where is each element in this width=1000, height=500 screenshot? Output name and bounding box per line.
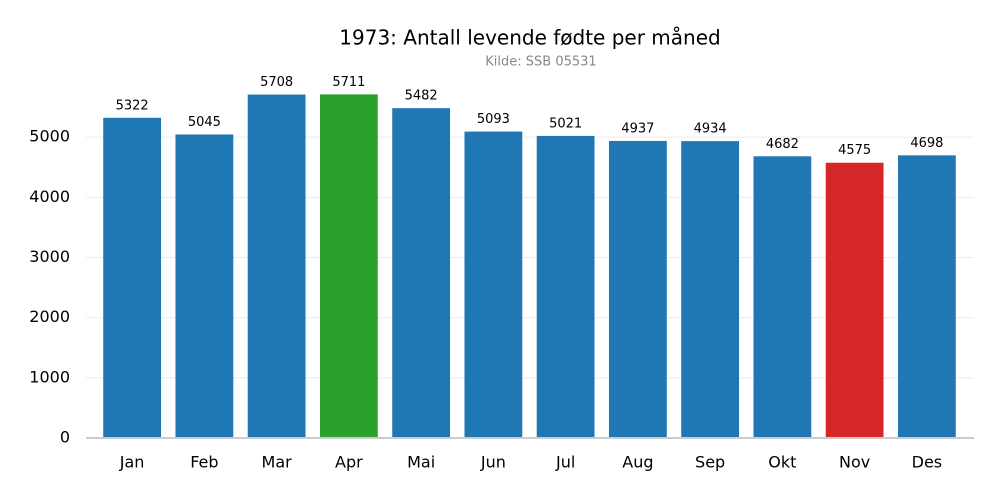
bar — [247, 94, 306, 438]
value-label: 4575 — [838, 143, 871, 158]
x-tick-label: Mar — [262, 453, 293, 472]
value-label: 4682 — [766, 137, 799, 152]
x-tick-label: Jun — [480, 453, 506, 472]
chart-title: 1973: Antall levende fødte per måned — [339, 26, 720, 50]
x-tick-label: Aug — [622, 453, 653, 472]
bar — [319, 94, 378, 438]
x-tick-label: Okt — [768, 453, 796, 472]
y-tick-label: 1000 — [29, 367, 70, 386]
value-label: 4937 — [621, 121, 654, 136]
value-label: 5021 — [549, 116, 582, 131]
bar — [897, 155, 956, 438]
value-label: 4934 — [694, 122, 727, 137]
bar — [681, 141, 740, 438]
y-tick-label: 0 — [60, 428, 70, 447]
x-tick-label: Jul — [555, 453, 575, 472]
x-tick-label: Jan — [119, 453, 145, 472]
bar — [175, 134, 234, 438]
bar — [825, 162, 884, 439]
bar — [392, 108, 451, 439]
x-tick-label: Feb — [190, 453, 218, 472]
y-tick-label: 5000 — [29, 127, 70, 146]
value-label: 5708 — [260, 75, 293, 90]
y-tick-label: 3000 — [29, 247, 70, 266]
chart-subtitle: Kilde: SSB 05531 — [485, 55, 596, 70]
value-label: 5045 — [188, 115, 221, 130]
value-label: 5093 — [477, 112, 510, 127]
value-label: 4698 — [910, 136, 943, 151]
value-label: 5322 — [116, 98, 149, 113]
x-tick-label: Des — [912, 453, 943, 472]
y-tick-label: 2000 — [29, 307, 70, 326]
bar — [103, 117, 162, 438]
x-tick-label: Sep — [695, 453, 725, 472]
bar — [608, 140, 667, 439]
bar — [753, 156, 812, 438]
y-tick-label: 4000 — [29, 187, 70, 206]
x-tick-label: Nov — [839, 453, 870, 472]
bar — [464, 131, 523, 438]
value-label: 5482 — [405, 89, 438, 104]
x-tick-label: Apr — [335, 453, 363, 472]
value-label: 5711 — [332, 75, 365, 90]
bar — [536, 135, 595, 438]
x-tick-label: Mai — [407, 453, 435, 472]
